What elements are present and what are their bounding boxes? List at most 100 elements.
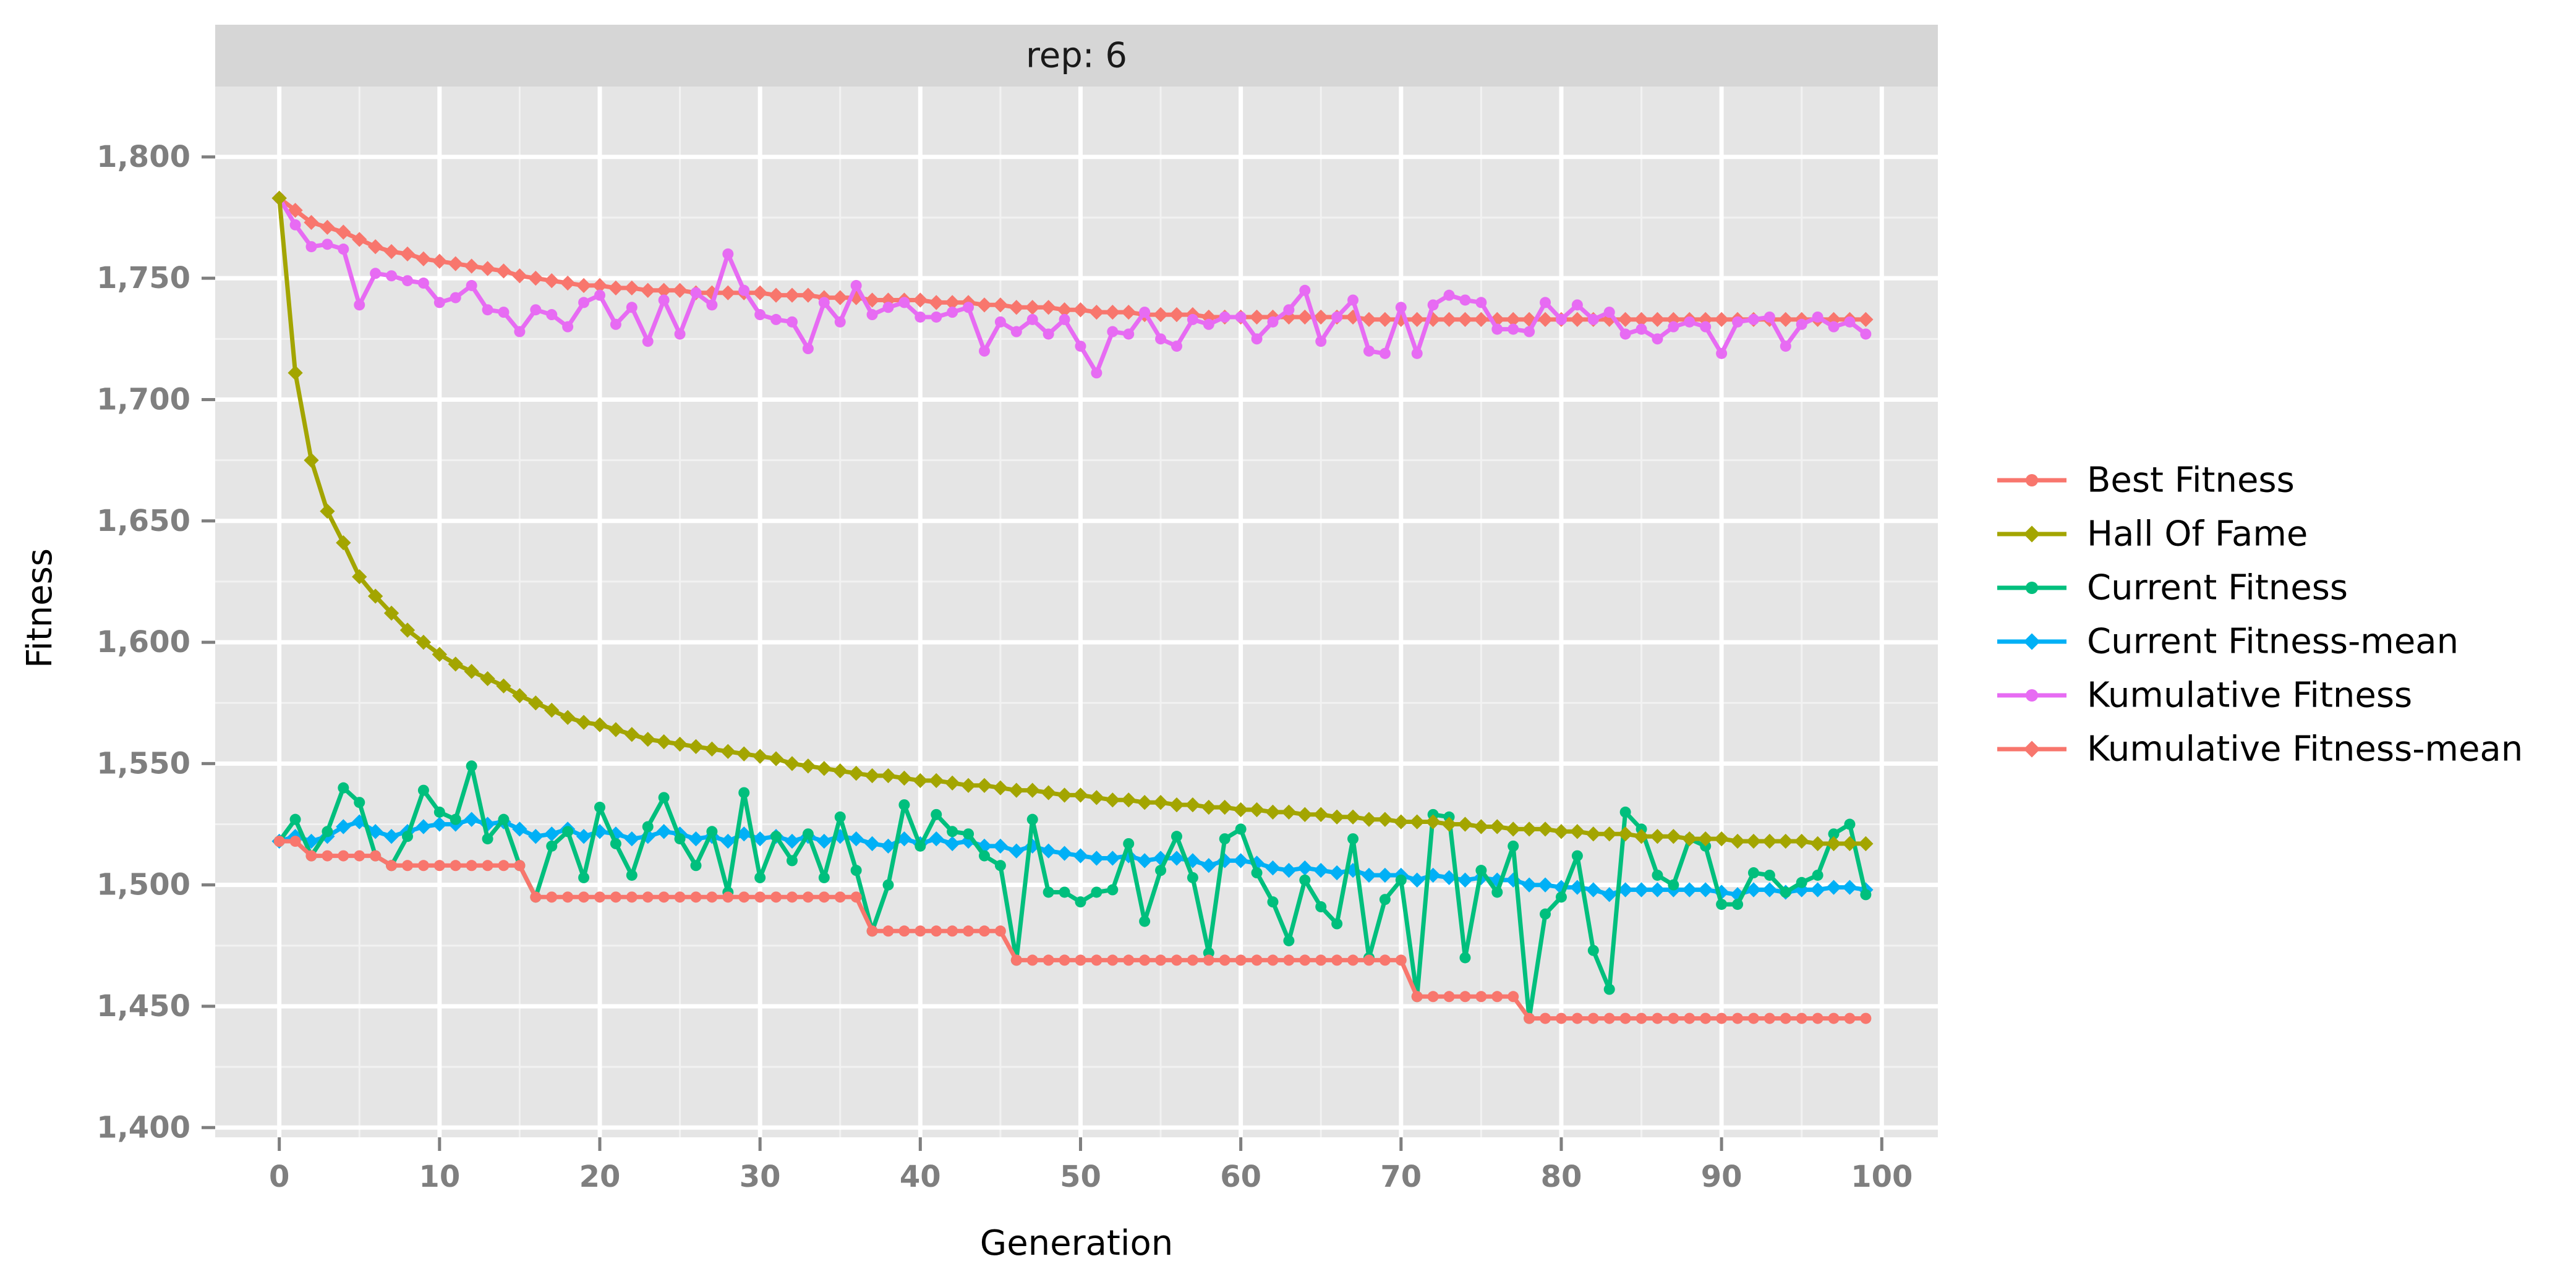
data-point	[578, 297, 590, 308]
data-point	[784, 287, 800, 303]
data-point	[881, 838, 896, 854]
data-point	[1091, 886, 1102, 898]
data-point	[1169, 307, 1185, 323]
data-point	[370, 850, 382, 862]
data-point	[1235, 311, 1247, 323]
x-tick-label: 20	[579, 1160, 621, 1194]
data-point	[706, 299, 718, 311]
data-point	[963, 302, 975, 313]
data-point	[560, 275, 576, 291]
data-point	[1569, 824, 1585, 839]
data-point	[416, 819, 432, 834]
data-point	[271, 190, 287, 206]
data-point	[722, 248, 734, 260]
data-point	[640, 282, 655, 298]
data-point	[1762, 833, 1778, 849]
data-point	[1700, 1012, 1712, 1024]
data-point	[690, 287, 702, 299]
data-point	[1619, 806, 1631, 818]
data-point	[1043, 886, 1054, 898]
data-point	[1713, 885, 1729, 900]
data-point	[1153, 307, 1169, 323]
data-point	[1395, 302, 1407, 313]
y-tick-label: 1,500	[96, 868, 190, 902]
data-point	[1377, 312, 1393, 328]
data-point	[688, 831, 704, 847]
data-point	[1123, 838, 1135, 849]
data-point	[1075, 954, 1086, 966]
data-point	[944, 775, 960, 791]
data-point	[1267, 896, 1279, 908]
data-point	[1537, 877, 1553, 893]
data-point	[1203, 954, 1214, 966]
data-point	[626, 891, 638, 903]
data-point	[897, 770, 912, 786]
data-point	[915, 925, 926, 937]
data-point	[1361, 312, 1377, 328]
data-point	[1555, 1012, 1567, 1024]
data-point	[399, 622, 416, 638]
data-point	[1249, 309, 1265, 325]
data-point	[994, 925, 1006, 937]
data-point	[1105, 792, 1120, 808]
data-point	[562, 321, 574, 333]
data-point	[816, 761, 832, 776]
data-point	[352, 569, 367, 585]
data-point	[913, 292, 928, 308]
data-point	[1860, 328, 1872, 340]
data-point	[1619, 328, 1631, 340]
data-point	[1443, 289, 1455, 301]
data-point	[1171, 341, 1182, 352]
data-point	[578, 891, 590, 903]
data-point	[1139, 307, 1151, 318]
data-point	[1650, 312, 1665, 328]
data-point	[1235, 954, 1247, 966]
legend-label: Current Fitness-mean	[2087, 622, 2459, 662]
data-point	[1075, 341, 1086, 352]
data-point	[1281, 862, 1297, 878]
data-point	[656, 734, 672, 750]
series-best-fitness	[273, 836, 1872, 1024]
data-point	[1778, 312, 1793, 328]
plot-panel	[215, 87, 1938, 1137]
data-point	[897, 831, 912, 847]
data-point	[1329, 809, 1345, 825]
data-point	[608, 722, 624, 737]
data-point	[992, 297, 1009, 313]
data-point	[915, 840, 926, 852]
x-tick-label: 70	[1380, 1160, 1422, 1194]
data-point	[1331, 918, 1343, 930]
data-point	[1315, 336, 1327, 347]
data-point	[1265, 804, 1281, 820]
data-point	[931, 808, 942, 820]
data-point	[288, 365, 303, 381]
data-point	[450, 813, 461, 825]
data-point	[978, 850, 990, 862]
data-point	[336, 535, 351, 551]
axes: 0 10 20 30 40 50 60 70 80 90 100 1,400 1,450 1,500 1,5…	[96, 140, 1913, 1194]
data-point	[1524, 326, 1535, 337]
data-point	[947, 307, 958, 318]
data-point	[672, 736, 688, 752]
data-point	[1747, 867, 1759, 879]
data-point	[1283, 954, 1295, 966]
data-point	[1650, 829, 1665, 844]
data-point	[322, 826, 333, 838]
data-point	[1121, 304, 1137, 320]
data-point	[784, 833, 800, 849]
data-point	[1251, 333, 1263, 345]
data-point	[383, 244, 399, 260]
series-current-fitness	[273, 760, 1872, 1024]
data-point	[929, 831, 944, 847]
data-point	[1475, 297, 1487, 308]
data-point	[1233, 802, 1248, 818]
data-point	[754, 872, 766, 883]
data-point	[832, 763, 848, 779]
data-point	[1796, 876, 1807, 888]
series-line	[278, 196, 1866, 322]
data-point	[674, 328, 686, 340]
data-point	[1796, 318, 1807, 330]
data-point	[1521, 877, 1537, 893]
data-point	[576, 278, 592, 294]
data-point	[322, 850, 333, 862]
